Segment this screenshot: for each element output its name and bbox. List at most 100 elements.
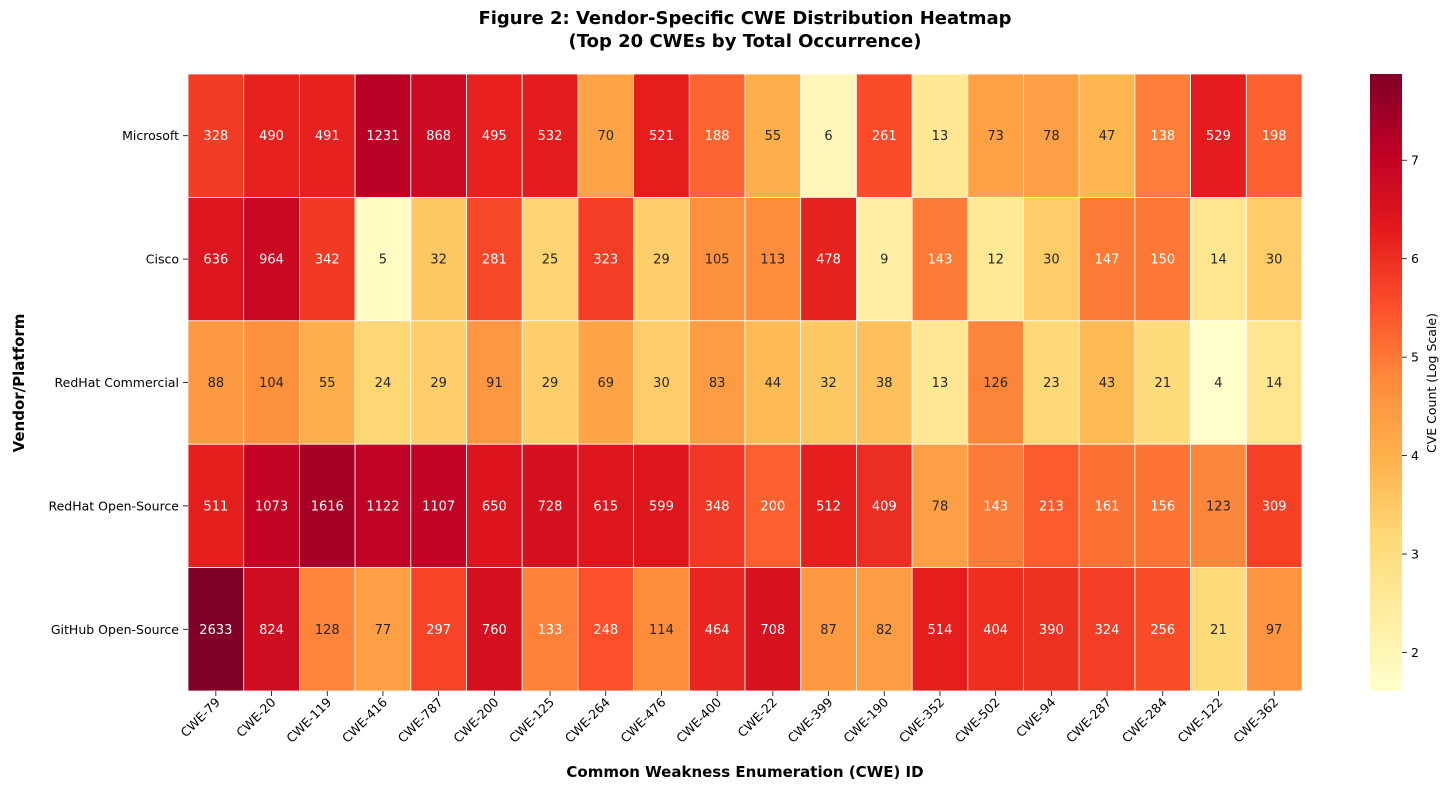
cell-value-label: 491 [315, 129, 340, 144]
cell-value-label: 88 [208, 376, 225, 391]
heatmap-cell [1190, 443, 1247, 569]
heatmap-cell [466, 567, 523, 692]
heatmap-cell [1078, 567, 1136, 692]
heatmap-cell [577, 320, 635, 445]
cell-value-label: 599 [649, 499, 674, 514]
cell-value-label: 198 [1262, 129, 1287, 144]
heatmap-cell [967, 320, 1024, 445]
heatmap-cell [1134, 567, 1192, 692]
heatmap-cell [967, 73, 1024, 198]
heatmap-cell [1134, 196, 1192, 322]
x-tick-label: CWE-20 [233, 694, 279, 740]
heatmap-cell [633, 567, 690, 692]
cell-value-label: 87 [820, 623, 837, 638]
heatmap-cell [577, 443, 635, 569]
cell-value-label: 30 [1043, 253, 1060, 268]
heatmap-cell [1078, 320, 1136, 445]
cell-value-label: 708 [760, 623, 785, 638]
cell-value-label: 964 [259, 253, 284, 268]
x-tick-label: CWE-352 [896, 695, 947, 746]
colorbar-gradient [1370, 74, 1402, 691]
heatmap-cell [967, 443, 1024, 569]
cell-value-label: 323 [593, 253, 618, 268]
cell-value-label: 824 [259, 623, 284, 638]
cell-value-label: 70 [597, 129, 614, 144]
cell-value-label: 464 [705, 623, 730, 638]
cell-value-label: 200 [760, 499, 785, 514]
cell-value-label: 12 [987, 253, 1004, 268]
cell-value-label: 114 [649, 623, 674, 638]
y-tick-labels: Microsoft Cisco RedHat Commercial RedHat Op… [48, 128, 188, 637]
cell-value-label: 123 [1206, 499, 1231, 514]
cell-value-label: 650 [482, 499, 507, 514]
x-tick-label: CWE-400 [673, 694, 724, 745]
heatmap-cell [243, 320, 300, 445]
heatmap-cell [744, 320, 802, 445]
cell-value-label: 281 [482, 253, 507, 268]
heatmap-cell [577, 73, 635, 198]
heatmap-cell [187, 443, 245, 569]
heatmap-cell [633, 320, 690, 445]
heatmap-cell [298, 196, 356, 322]
cell-value-label: 14 [1266, 376, 1283, 391]
heatmap-cell [856, 443, 913, 569]
cell-value-label: 13 [932, 129, 949, 144]
cell-value-label: 521 [649, 129, 674, 144]
cell-value-label: 78 [932, 499, 949, 514]
heatmap-cell [577, 196, 635, 322]
cell-value-label: 47 [1099, 129, 1116, 144]
cell-value-label: 324 [1095, 623, 1120, 638]
heatmap-cell [410, 567, 467, 692]
heatmap-cell [1023, 320, 1080, 445]
cell-value-label: 342 [315, 253, 340, 268]
heatmap-cell [354, 567, 412, 692]
cell-value-label: 495 [482, 129, 507, 144]
cell-value-label: 615 [593, 499, 618, 514]
cell-value-label: 91 [486, 376, 503, 391]
cell-value-label: 24 [375, 376, 392, 391]
cell-value-label: 105 [705, 253, 730, 268]
heatmap-cells: 328 490 491 1231 868 495 532 70 521 188 55 6 261 13 73… [187, 73, 1303, 692]
x-tick-label: CWE-399 [785, 694, 836, 745]
heatmap-cell [521, 567, 579, 692]
heatmap-cell [410, 320, 467, 445]
heatmap-cell [354, 73, 412, 198]
heatmap-cell [800, 567, 857, 692]
cell-value-label: 30 [653, 376, 670, 391]
cell-value-label: 55 [319, 376, 336, 391]
cell-value-label: 29 [430, 376, 447, 391]
cell-value-label: 760 [482, 623, 507, 638]
y-tick-label: RedHat Commercial [55, 375, 179, 390]
x-tick-label: CWE-476 [617, 694, 668, 745]
heatmap-cell [1078, 196, 1136, 322]
cell-value-label: 78 [1043, 129, 1060, 144]
x-tick-label: CWE-362 [1230, 695, 1281, 746]
cell-value-label: 256 [1150, 623, 1175, 638]
cell-value-label: 1073 [255, 499, 288, 514]
heatmap-cell [466, 320, 523, 445]
cell-value-label: 328 [203, 129, 228, 144]
heatmap-cell [1023, 196, 1080, 322]
cell-value-label: 82 [876, 623, 893, 638]
cell-value-label: 261 [872, 129, 897, 144]
cell-value-label: 23 [1043, 376, 1060, 391]
cell-value-label: 32 [820, 376, 837, 391]
x-axis-label: Common Weakness Enumeration (CWE) ID [566, 763, 923, 781]
cell-value-label: 83 [709, 376, 726, 391]
colorbar-tick-label: 3 [1411, 547, 1419, 562]
x-tick-label: CWE-125 [506, 695, 557, 746]
cell-value-label: 133 [538, 623, 563, 638]
heatmap-cell [466, 73, 523, 198]
heatmap-cell [1023, 567, 1080, 692]
y-tick-label: Microsoft [122, 128, 179, 143]
cell-value-label: 514 [928, 623, 953, 638]
cell-value-label: 73 [987, 129, 1004, 144]
heatmap-cell [744, 567, 802, 692]
cell-value-label: 529 [1206, 129, 1231, 144]
colorbar-tick-label: 5 [1411, 350, 1419, 365]
heatmap-cell [633, 443, 690, 569]
cell-value-label: 6 [824, 129, 832, 144]
heatmap-cell [1134, 443, 1192, 569]
heatmap-cell [1023, 443, 1080, 569]
cell-value-label: 478 [816, 253, 841, 268]
